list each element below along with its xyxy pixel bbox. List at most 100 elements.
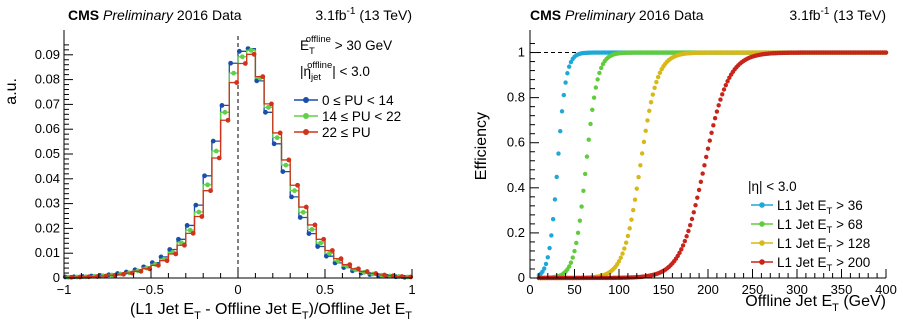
hist-point-1 xyxy=(274,135,280,141)
hist-point-1 xyxy=(292,188,297,194)
eff-point-200 xyxy=(679,247,684,252)
right-x-tick-label: 350 xyxy=(831,282,853,297)
eff-point-200 xyxy=(714,109,720,114)
right-y-tick-label: 0.4 xyxy=(507,180,525,195)
eff-point-68 xyxy=(593,85,599,90)
left-x-tick-label: −1 xyxy=(57,282,72,297)
eff-point-128 xyxy=(634,186,639,191)
hist-point-1 xyxy=(266,104,271,110)
hist-point-2 xyxy=(347,262,353,268)
left-y-tick-label: 0.05 xyxy=(35,146,60,161)
legend-label-pu-high: 22 ≤ PU xyxy=(322,125,371,140)
cut-label-eta: |ηjetoffline| < 3.0 xyxy=(300,60,370,83)
eff-point-128 xyxy=(643,128,648,134)
left-y-axis-title: a.u. xyxy=(3,78,20,105)
eff-point-36 xyxy=(561,92,567,98)
hist-point-0 xyxy=(306,231,312,237)
eff-point-36 xyxy=(549,233,554,238)
eff-point-36 xyxy=(543,261,549,267)
eff-point-68 xyxy=(582,171,588,177)
right-x-tick-label: 200 xyxy=(697,282,719,297)
eff-point-200 xyxy=(721,87,727,92)
lumi-header: 3.1fb-1 (13 TeV) xyxy=(315,6,412,23)
eff-point-200 xyxy=(709,130,714,136)
left-x-tick-label: −0.5 xyxy=(138,282,164,297)
hist-point-2 xyxy=(312,222,318,228)
eff-point-200 xyxy=(705,146,711,151)
cut-label-et: EToffline > 30 GeV xyxy=(300,34,392,57)
left-y-tick-label: 0.02 xyxy=(35,220,60,235)
hist-point-1 xyxy=(213,148,219,154)
eff-point-36 xyxy=(547,245,552,251)
eff-point-200 xyxy=(702,163,707,168)
left-y-tick-label: 0.07 xyxy=(35,96,60,111)
eff-point-200 xyxy=(720,92,725,97)
eff-point-128 xyxy=(655,74,661,80)
hist-point-1 xyxy=(326,251,332,256)
legend-marker-thr-128 xyxy=(759,240,765,246)
eff-point-68 xyxy=(572,248,577,254)
hist-point-0 xyxy=(202,173,207,179)
eff-point-200 xyxy=(686,228,691,234)
left-y-tick-label: 0.03 xyxy=(35,196,60,211)
eff-point-200 xyxy=(682,238,688,244)
hist-point-2 xyxy=(138,268,144,274)
hist-point-1 xyxy=(231,70,237,76)
eff-point-128 xyxy=(622,246,627,251)
eff-point-68 xyxy=(584,154,590,159)
eff-point-68 xyxy=(570,255,575,260)
legend-label-thr-128: L1 Jet ET > 128 xyxy=(777,236,870,255)
legend-entry-thr-200: L1 Jet ET > 200 xyxy=(751,255,870,274)
eff-point-36 xyxy=(552,197,558,202)
hist-point-2 xyxy=(155,262,161,268)
eff-point-36 xyxy=(563,80,568,85)
hist-point-2 xyxy=(286,157,292,163)
legend-label-thr-36: L1 Jet ET > 36 xyxy=(777,198,863,217)
hist-point-1 xyxy=(300,209,306,215)
eff-point-36 xyxy=(556,151,561,156)
legend-entry-thr-128: L1 Jet ET > 128 xyxy=(751,236,870,255)
legend-marker-thr-36 xyxy=(759,202,765,208)
right-y-tick-label: 1 xyxy=(518,45,525,60)
eff-point-200 xyxy=(716,103,721,108)
hist-point-1 xyxy=(309,226,315,232)
legend-entry-pu-mid: 14 ≤ PU < 22 xyxy=(294,109,401,124)
hist-point-0 xyxy=(271,141,277,147)
hist-point-2 xyxy=(225,117,231,123)
hist-point-2 xyxy=(295,182,300,188)
hist-point-2 xyxy=(329,248,335,253)
hist-point-1 xyxy=(196,209,202,215)
hist-point-1 xyxy=(318,240,324,246)
hist-point-2 xyxy=(269,101,274,107)
hist-point-0 xyxy=(184,223,190,228)
hist-point-2 xyxy=(103,273,109,279)
hist-point-0 xyxy=(176,236,181,242)
eff-point-36 xyxy=(565,71,570,76)
right-legend: |η| < 3.0 L1 Jet ET > 36 L1 Jet ET > 68 … xyxy=(748,179,870,274)
legend-label-thr-200: L1 Jet ET > 200 xyxy=(777,255,870,274)
right-x-tick-label: 400 xyxy=(875,282,897,297)
hist-point-0 xyxy=(315,244,321,249)
eff-point-128 xyxy=(616,259,622,264)
eff-point-200 xyxy=(680,243,686,248)
hist-point-1 xyxy=(239,54,245,60)
legend-title-eta: |η| < 3.0 xyxy=(748,179,797,194)
eff-point-128 xyxy=(618,255,623,260)
resolution-panel: CMS Preliminary 2016 Data 3.1fb-1 (13 Te… xyxy=(3,6,416,322)
eff-point-200 xyxy=(689,216,695,222)
eff-point-200 xyxy=(712,116,718,121)
hist-point-2 xyxy=(251,51,257,57)
eff-point-128 xyxy=(625,233,631,239)
eff-point-128 xyxy=(641,139,647,145)
eff-point-68 xyxy=(574,240,579,246)
hist-point-2 xyxy=(321,236,327,242)
eff-point-36 xyxy=(554,174,559,180)
eff-point-36 xyxy=(566,64,572,69)
left-axes: −1 −0.5 0 0.5 1 0 0.01 0.02 0.03 0.04 0.05 0.06 0.07… xyxy=(35,30,416,297)
hist-point-0 xyxy=(297,215,303,220)
hist-point-2 xyxy=(242,61,248,66)
legend-entry-thr-68: L1 Jet ET > 68 xyxy=(751,217,863,236)
cms-header: CMS Preliminary 2016 Data xyxy=(68,7,242,23)
eff-point-128 xyxy=(657,70,663,75)
left-x-tick-label: 0 xyxy=(234,282,241,297)
